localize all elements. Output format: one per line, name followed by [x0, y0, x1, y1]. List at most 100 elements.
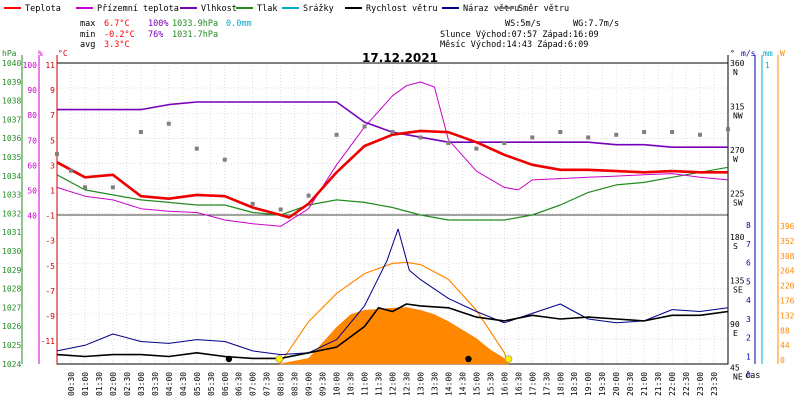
- wind-direction-point: [194, 146, 199, 151]
- wind-speed-line: [56, 303, 729, 360]
- temp-tick-label: 9: [50, 86, 55, 95]
- wind-direction-point: [110, 185, 115, 190]
- hpa-tick-label: 1030: [2, 247, 21, 256]
- dir-tick-label: 135: [730, 277, 745, 286]
- legend-label: Srážky: [303, 4, 334, 14]
- wm2-tick-label: 264: [780, 267, 795, 276]
- moonrise-marker: [465, 355, 472, 363]
- legend-label: Vlhkost: [201, 4, 237, 14]
- x-tick-label: 11:30: [375, 372, 384, 396]
- wind-direction-point: [642, 130, 647, 134]
- x-tick-label: 07:00: [249, 372, 258, 396]
- x-tick-label: 01:30: [95, 372, 104, 396]
- x-tick-label: 20:30: [626, 372, 635, 396]
- stats-min-label: min: [80, 30, 95, 40]
- stats-avg-temp: 3.3°C: [104, 40, 130, 50]
- stats-moon: Měsíc Východ:14:43 Západ:6:09: [440, 40, 588, 50]
- hpa-tick-label: 1025: [2, 341, 21, 350]
- dir-unit: °: [730, 49, 735, 58]
- dir-compass-label: N: [733, 68, 738, 77]
- mm-tick-label: 1: [765, 61, 770, 70]
- dir-tick-label: 90: [730, 320, 740, 329]
- wm2-tick-label: 132: [780, 311, 795, 320]
- x-tick-label: 10:30: [347, 372, 356, 396]
- temperature-line: [56, 129, 728, 219]
- ground-temperature-line: [56, 81, 729, 227]
- hpa-tick-label: 1033: [2, 191, 21, 200]
- stats-max-label: max: [80, 19, 95, 29]
- x-tick-label: 03:30: [151, 372, 160, 396]
- wind-direction-point: [390, 130, 395, 134]
- wm2-tick-label: 220: [780, 282, 795, 291]
- x-tick-label: 09:00: [305, 372, 314, 396]
- dir-compass-label: SE: [733, 286, 743, 295]
- wind-direction-point: [278, 207, 283, 212]
- hpa-tick-label: 1039: [2, 78, 21, 87]
- temp-tick-label: 5: [50, 136, 55, 145]
- wind-direction-point: [306, 193, 311, 198]
- dir-tick-label: 225: [730, 190, 745, 199]
- pct-tick-label: 70: [27, 136, 37, 145]
- x-tick-label: 13:30: [430, 372, 439, 396]
- stats-min-press: 1031.7hPa: [172, 30, 218, 40]
- temp-tick-label: -5: [45, 262, 55, 271]
- legend-label: Náraz větru: [463, 4, 519, 14]
- x-tick-label: 18:00: [556, 372, 565, 396]
- hpa-tick-label: 1026: [2, 322, 21, 331]
- ms-tick-label: 2: [746, 334, 751, 343]
- grid: [57, 62, 728, 365]
- x-tick-label: 17:30: [542, 372, 551, 396]
- hpa-tick-label: 1038: [2, 97, 21, 106]
- temp-tick-label: 3: [50, 161, 55, 170]
- hpa-tick-label: 1031: [2, 228, 21, 237]
- wind-direction-point: [558, 130, 563, 134]
- x-tick-label: 23:00: [696, 372, 705, 396]
- mm-unit: mm: [763, 49, 773, 58]
- solar-theoretical-line: [279, 261, 510, 365]
- stats-max-press: 1033.9hPa: [172, 19, 218, 29]
- dir-compass-label: W: [733, 155, 738, 164]
- x-tick-label: 11:00: [361, 372, 370, 396]
- wind-direction-point: [69, 168, 73, 173]
- wind-direction-point: [334, 132, 339, 137]
- x-tick-label: 19:00: [584, 372, 593, 396]
- wind-direction-point: [166, 121, 171, 126]
- stats-min-temp: -0.2°C: [104, 30, 135, 40]
- legend-label: Tlak: [257, 4, 277, 14]
- x-tick-label: 00:30: [67, 372, 76, 396]
- hpa-tick-label: 1040: [2, 59, 21, 68]
- x-tick-label: 23:30: [710, 372, 719, 396]
- hpa-tick-label: 1036: [2, 134, 21, 143]
- chart-title: 17.12.2021: [362, 51, 438, 65]
- temp-tick-label: -1: [45, 212, 55, 221]
- x-tick-labels: 00:30 01:00 01:30 02:00 02:30 03:00 03:30 04:00…: [67, 372, 719, 396]
- axes: hPa1040103910381037103610351034103310321…: [2, 49, 795, 382]
- dir-tick-label: 180: [730, 233, 745, 242]
- legend-label: Teplota: [25, 4, 61, 14]
- wind-direction-point: [726, 127, 730, 132]
- x-tick-label: 19:30: [598, 372, 607, 396]
- stats-max-temp: 6.7°C: [104, 19, 130, 29]
- dir-tick-label: 360: [730, 59, 745, 68]
- temp-tick-label: 7: [50, 111, 55, 120]
- stats-max-hum: 100%: [148, 19, 168, 29]
- x-tick-label: 22:30: [682, 372, 691, 396]
- temp-tick-label: 1: [50, 187, 55, 196]
- x-tick-label: 12:00: [389, 372, 398, 396]
- x-tick-label: 01:00: [81, 372, 90, 396]
- wind-direction-point: [670, 130, 675, 134]
- pressure-line: [56, 166, 729, 221]
- wm2-tick-label: 308: [780, 252, 795, 261]
- wm2-tick-label: 44: [780, 341, 790, 350]
- dir-compass-label: S: [733, 242, 738, 251]
- x-tick-label: 04:30: [179, 372, 188, 396]
- x-tick-label: 21:30: [654, 372, 663, 396]
- pct-tick-label: 80: [27, 111, 37, 120]
- dir-compass-label: NW: [733, 112, 743, 121]
- wind-direction-point: [586, 135, 591, 140]
- wind-direction-point: [222, 157, 227, 162]
- hpa-tick-label: 1028: [2, 285, 21, 294]
- hpa-tick-label: 1024: [2, 360, 21, 369]
- pct-tick-label: 100: [23, 61, 38, 70]
